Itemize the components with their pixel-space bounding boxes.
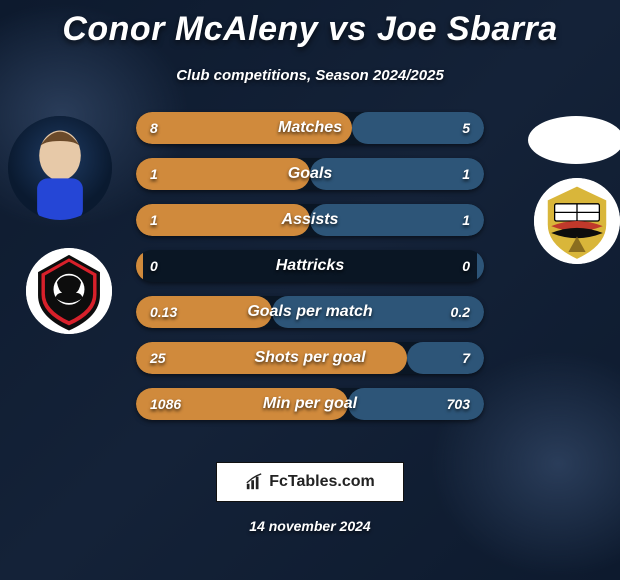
player-left-avatar [8, 116, 112, 220]
stat-value-left: 1 [136, 212, 192, 228]
stat-label: Goals [192, 165, 428, 183]
brand-logo-icon [245, 473, 263, 491]
stat-bar: 1086Min per goal703 [136, 388, 484, 420]
stat-label: Matches [192, 119, 428, 137]
brand-text: FcTables.com [269, 473, 375, 491]
stat-label: Shots per goal [192, 349, 428, 367]
stat-value-left: 0.13 [136, 304, 192, 320]
stat-value-right: 0.2 [428, 304, 484, 320]
stat-bar: 0.13Goals per match0.2 [136, 296, 484, 328]
footer-date: 14 november 2024 [249, 518, 370, 534]
stat-value-right: 1 [428, 212, 484, 228]
stat-bar: 8Matches5 [136, 112, 484, 144]
club-left-badge [26, 248, 112, 334]
stat-value-right: 703 [428, 396, 484, 412]
stat-bar: 25Shots per goal7 [136, 342, 484, 374]
stat-label: Assists [192, 211, 428, 229]
stat-value-left: 0 [136, 258, 192, 274]
stat-bar: 0Hattricks0 [136, 250, 484, 282]
stat-bar: 1Goals1 [136, 158, 484, 190]
stat-label: Hattricks [192, 257, 428, 275]
stat-label: Goals per match [192, 303, 428, 321]
player-right-avatar [528, 116, 620, 164]
page-title: Conor McAleny vs Joe Sbarra [0, 0, 620, 49]
stat-label: Min per goal [192, 395, 428, 413]
stat-value-left: 25 [136, 350, 192, 366]
footer: FcTables.com 14 november 2024 [0, 462, 620, 534]
stat-bar: 1Assists1 [136, 204, 484, 236]
stat-bars: 8Matches51Goals11Assists10Hattricks00.13… [136, 112, 484, 420]
stat-value-left: 8 [136, 120, 192, 136]
comparison-stage: 8Matches51Goals11Assists10Hattricks00.13… [0, 112, 620, 442]
club-right-badge [534, 178, 620, 264]
brand-badge: FcTables.com [216, 462, 404, 502]
stat-value-right: 7 [428, 350, 484, 366]
stat-value-right: 1 [428, 166, 484, 182]
stat-value-right: 5 [428, 120, 484, 136]
stat-value-left: 1 [136, 166, 192, 182]
stat-value-left: 1086 [136, 396, 192, 412]
stat-value-right: 0 [428, 258, 484, 274]
page-subtitle: Club competitions, Season 2024/2025 [0, 67, 620, 84]
